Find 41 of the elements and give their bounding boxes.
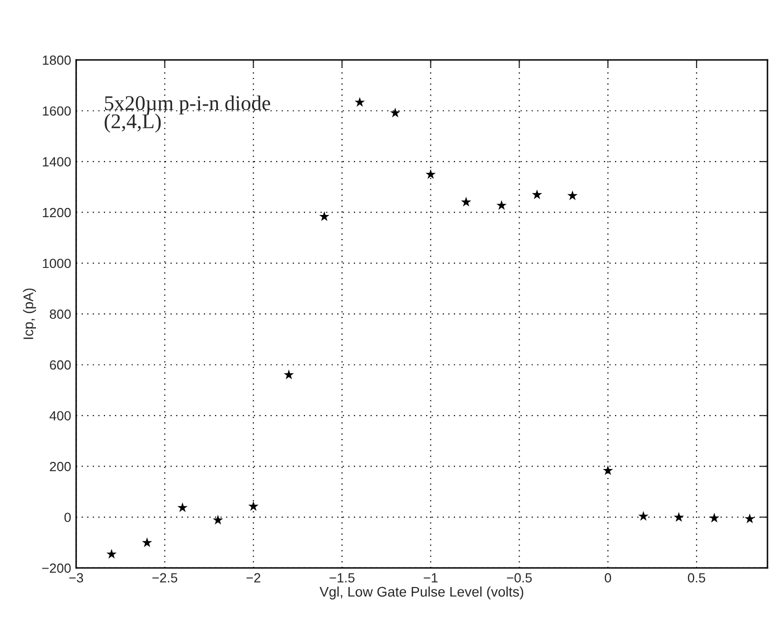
x-tick-label: 0.5 <box>688 573 706 582</box>
x-tick-label: 0 <box>604 573 612 582</box>
x-tick-label: −1 <box>424 573 438 582</box>
y-tick-label: 600 <box>50 360 71 370</box>
y-axis-title: Icp, (pA) <box>23 288 36 339</box>
x-tick-label: −0.5 <box>506 573 532 582</box>
point <box>709 512 720 523</box>
x-tick-label: −3 <box>69 573 84 582</box>
point <box>744 514 755 524</box>
point <box>460 196 472 207</box>
y-tick-label: 1000 <box>42 258 71 268</box>
y-tick-label: 1200 <box>42 208 71 218</box>
point <box>496 200 507 210</box>
y-tick-label: 400 <box>50 411 71 420</box>
point <box>284 370 294 380</box>
point <box>567 190 578 200</box>
point <box>248 501 259 511</box>
point <box>319 211 330 222</box>
point <box>602 465 614 476</box>
point <box>354 96 365 107</box>
point <box>532 189 542 200</box>
point <box>390 108 400 118</box>
y-tick-label: −200 <box>42 564 71 573</box>
y-tick-label: 1400 <box>42 157 71 166</box>
x-axis-title: Vgl, Low Gate Pulse Level (volts) <box>320 586 524 600</box>
y-tick-label: 0 <box>64 512 71 522</box>
y-tick-label: 800 <box>50 310 71 319</box>
point <box>106 548 117 559</box>
point <box>177 502 188 512</box>
point <box>142 537 152 548</box>
point <box>426 169 436 179</box>
y-tick-label: 1800 <box>42 56 71 65</box>
point <box>638 511 648 521</box>
y-tick-label: 1600 <box>42 106 71 116</box>
x-tick-label: −2.5 <box>152 573 178 582</box>
point <box>212 514 224 525</box>
point <box>674 512 684 522</box>
x-tick-label: −1.5 <box>330 573 354 582</box>
x-tick-label: −2 <box>246 573 260 582</box>
y-tick-label: 200 <box>50 462 71 472</box>
annotation: 5x20µm p-i-n diode (2,4,L) <box>104 96 270 133</box>
